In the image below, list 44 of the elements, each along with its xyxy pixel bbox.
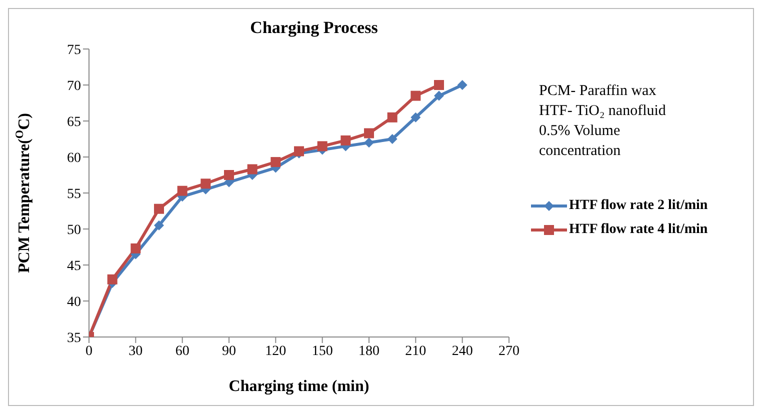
y-tick-label: 60 [67,150,81,166]
point [410,112,421,122]
point [317,141,328,152]
x-axis-title: Charging time (min) [228,378,370,395]
point [177,186,188,196]
point [130,243,141,254]
point [364,128,374,138]
point [340,135,351,146]
point [387,134,398,144]
point [224,170,234,180]
x-tick-label: 60 [175,344,190,359]
point [410,90,421,101]
text: PCM- Paraffin wax HTF- TiO₂ nanofluid 0.5% Volume concentration [539,82,666,161]
y-tick-label: 55 [67,186,81,202]
legend-label: HTF flow rate 4 lit/min [569,222,708,238]
x-tick-label: 120 [265,344,286,359]
y-tick-label: 45 [67,258,81,274]
point [270,157,281,168]
point [154,204,164,214]
x-tick-label: 210 [405,344,426,359]
y-tick-label: 70 [67,78,81,94]
point [387,112,398,122]
point [364,138,374,148]
x-tick-label: 240 [452,344,473,359]
point [457,80,468,90]
y-tick-label: 35 [67,330,81,346]
chart-title: Charging Process [250,18,378,37]
x-tick-label: 150 [312,344,333,359]
point [434,90,444,101]
x-tick-label: 90 [222,344,236,359]
point [434,80,444,90]
point [154,220,164,230]
legend-label: HTF flow rate 2 lit/min [569,198,708,214]
y-tick-label: 40 [67,294,81,310]
x-tick-label: 30 [128,344,143,359]
x-tick-label: 0 [86,344,92,359]
point [107,274,118,284]
y-tick-label: 65 [67,114,81,130]
point [247,164,258,174]
x-tick-label: 180 [358,344,380,359]
y-tick-label: 75 [67,42,81,58]
point [200,178,211,189]
y-tick-label: 50 [67,222,81,238]
x-tick-label: 270 [498,344,520,359]
